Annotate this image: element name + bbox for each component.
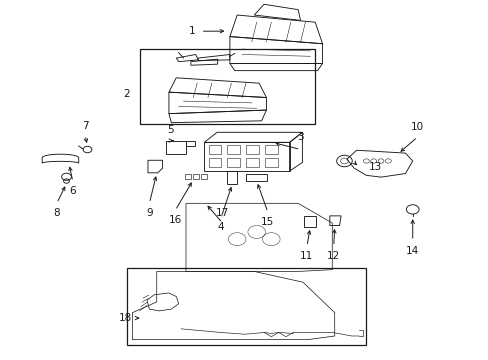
Bar [264,145,277,154]
Text: 12: 12 [326,251,340,261]
Text: 2: 2 [123,89,130,99]
Bar [192,174,199,179]
Text: 11: 11 [300,251,313,261]
Text: 6: 6 [69,186,76,197]
Bar [200,174,206,179]
Bar [140,49,315,125]
Text: 15: 15 [261,217,274,227]
Bar [264,158,277,167]
Bar [245,145,258,154]
Text: 7: 7 [81,121,88,131]
Text: 1: 1 [189,26,195,36]
Bar [208,145,221,154]
Text: 18: 18 [119,313,132,323]
Text: 14: 14 [405,246,419,256]
Text: 8: 8 [53,208,60,218]
Text: 3: 3 [297,132,303,142]
Bar [227,145,240,154]
Text: 4: 4 [217,222,224,232]
Text: 16: 16 [168,215,182,225]
Bar [208,158,221,167]
Text: 9: 9 [146,208,152,218]
Text: 5: 5 [167,125,173,135]
Bar [227,158,240,167]
Text: 10: 10 [410,122,423,132]
Bar [127,268,366,345]
Bar [184,174,191,179]
Text: 17: 17 [216,208,229,218]
Text: 13: 13 [368,162,381,172]
Bar [245,158,258,167]
